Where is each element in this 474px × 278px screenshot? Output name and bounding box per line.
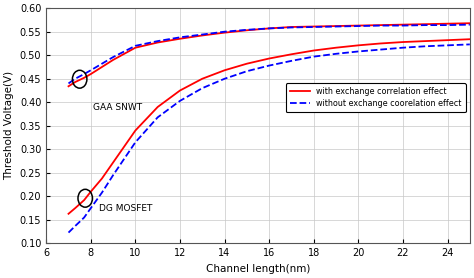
Text: GAA SNWT: GAA SNWT <box>93 103 142 112</box>
Y-axis label: Threshold Voltage(V): Threshold Voltage(V) <box>4 71 14 180</box>
Text: DG MOSFET: DG MOSFET <box>99 204 152 214</box>
X-axis label: Channel length(nm): Channel length(nm) <box>206 264 310 274</box>
Legend: with exchange correlation effect, without exchange coorelation effect: with exchange correlation effect, withou… <box>286 83 466 112</box>
